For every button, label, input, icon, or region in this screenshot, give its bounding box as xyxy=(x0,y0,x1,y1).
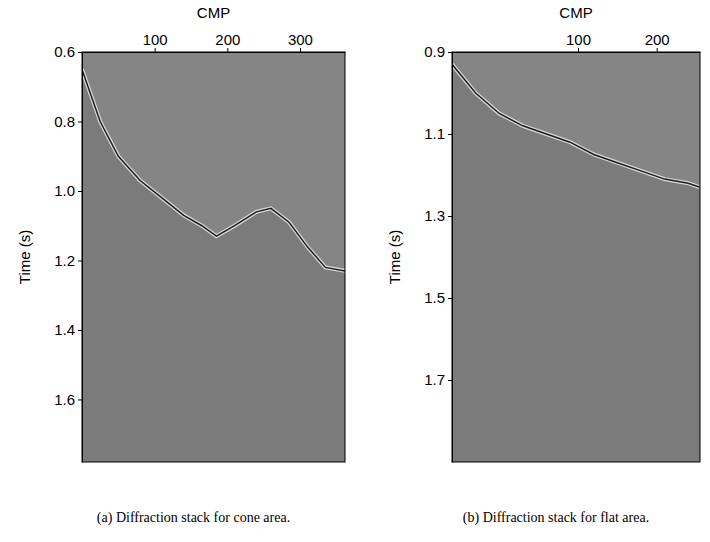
y-tick: 0.8 xyxy=(54,113,82,130)
y-tick-label: 1.4 xyxy=(54,321,75,338)
subsurface-area xyxy=(82,69,345,462)
y-axis: 0.6 0.8 1.0 1.2 1.4 1.6 xyxy=(54,43,82,462)
data-area xyxy=(452,64,700,462)
y-tick-mark xyxy=(448,52,452,53)
x-tick-mark xyxy=(227,48,228,52)
y-axis-title: Time (s) xyxy=(386,230,403,284)
y-tick-mark xyxy=(78,399,82,400)
y-tick: 0.9 xyxy=(424,43,452,60)
plot-frame xyxy=(82,52,345,462)
x-tick-mark xyxy=(300,48,301,52)
y-axis-line xyxy=(82,53,83,463)
y-tick-label: 1.1 xyxy=(424,125,445,142)
y-tick: 1.3 xyxy=(424,207,452,224)
x-axis: 100 200 xyxy=(453,31,701,53)
x-tick-label: 300 xyxy=(288,31,313,48)
seafloor-line xyxy=(82,69,345,271)
y-tick: 1.0 xyxy=(54,182,82,199)
y-tick-mark xyxy=(448,216,452,217)
seafloor-line xyxy=(452,64,700,187)
x-tick-label: 100 xyxy=(566,31,591,48)
plot-frame xyxy=(452,52,700,462)
y-tick-mark xyxy=(448,298,452,299)
y-tick: 1.6 xyxy=(54,391,82,408)
x-axis-title: CMP xyxy=(559,4,592,21)
y-tick-label: 1.5 xyxy=(424,289,445,306)
x-axis-title: CMP xyxy=(197,4,230,21)
y-tick-label: 1.7 xyxy=(424,371,445,388)
y-tick: 1.5 xyxy=(424,289,452,306)
y-tick-label: 1.6 xyxy=(54,391,75,408)
y-tick-mark xyxy=(78,330,82,331)
panel: 100 200 300 0.6 0.8 1.0 1.2 1.4 1.6 CMP Time (s) (a… xyxy=(16,4,346,526)
y-tick-label: 0.8 xyxy=(54,113,75,130)
x-tick: 200 xyxy=(645,31,670,52)
x-tick-label: 100 xyxy=(143,31,168,48)
y-tick: 1.7 xyxy=(424,371,452,388)
y-tick-mark xyxy=(78,121,82,122)
x-tick-mark xyxy=(155,48,156,52)
y-tick-label: 0.6 xyxy=(54,43,75,60)
y-tick-mark xyxy=(448,134,452,135)
x-tick: 100 xyxy=(143,31,168,52)
x-tick: 200 xyxy=(215,31,240,52)
y-axis-line xyxy=(452,53,453,463)
data-area xyxy=(82,69,345,462)
y-tick-mark xyxy=(448,380,452,381)
x-axis: 100 200 300 xyxy=(83,31,346,53)
y-tick: 0.6 xyxy=(54,43,82,60)
y-tick-mark xyxy=(78,191,82,192)
seafloor-highlight xyxy=(452,64,700,187)
x-axis-line xyxy=(453,52,701,53)
x-tick: 100 xyxy=(566,31,591,52)
x-tick-label: 200 xyxy=(215,31,240,48)
y-tick-label: 0.9 xyxy=(424,43,445,60)
y-tick-label: 1.0 xyxy=(54,182,75,199)
panel: 100 200 0.9 1.1 1.3 1.5 1.7 CMP Time (s) (b) Diff… xyxy=(386,4,701,526)
y-tick-label: 1.3 xyxy=(424,207,445,224)
x-tick-label: 200 xyxy=(645,31,670,48)
y-tick: 1.1 xyxy=(424,125,452,142)
y-tick-mark xyxy=(78,260,82,261)
caption: (a) Diffraction stack for cone area. xyxy=(97,510,290,526)
seafloor-highlight xyxy=(82,69,345,271)
x-tick-mark xyxy=(657,48,658,52)
caption: (b) Diffraction stack for flat area. xyxy=(463,510,649,526)
y-tick: 1.2 xyxy=(54,252,82,269)
y-axis-title: Time (s) xyxy=(16,230,33,284)
y-axis: 0.9 1.1 1.3 1.5 1.7 xyxy=(424,43,452,462)
subsurface-area xyxy=(452,64,700,462)
y-tick-label: 1.2 xyxy=(54,252,75,269)
x-tick: 300 xyxy=(288,31,313,52)
y-tick: 1.4 xyxy=(54,321,82,338)
y-tick-mark xyxy=(78,52,82,53)
x-axis-line xyxy=(83,52,346,53)
figure: 100 200 300 0.6 0.8 1.0 1.2 1.4 1.6 CMP Time (s) (a… xyxy=(0,0,710,542)
x-tick-mark xyxy=(578,48,579,52)
